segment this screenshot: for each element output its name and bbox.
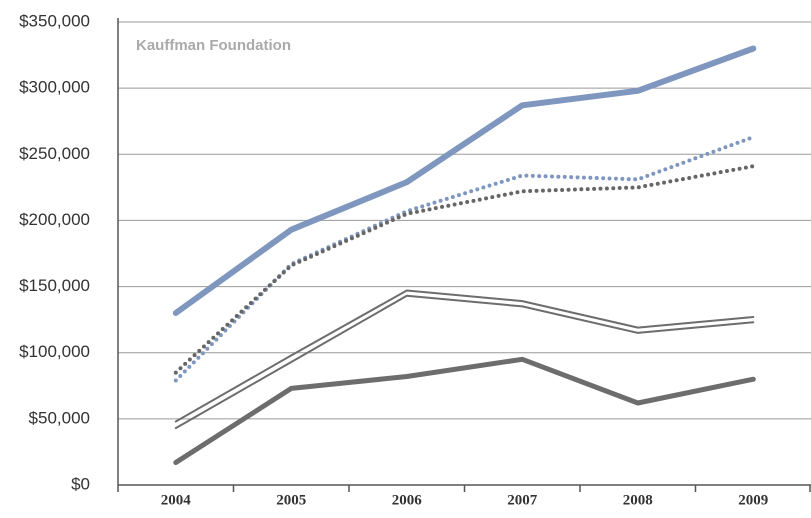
y-tick-label: $250,000 <box>19 144 90 163</box>
y-tick-label: $200,000 <box>19 210 90 229</box>
annotation: Kauffman Foundation <box>136 37 291 54</box>
series-line <box>172 45 757 316</box>
plot: $0 $50,000 $100,000 $150,000 $200,000 $250,00… <box>19 11 811 508</box>
x-tick-label: 2005 <box>276 492 306 508</box>
series-line <box>173 164 756 375</box>
x-tick-label: 2007 <box>507 492 538 508</box>
series-line <box>173 356 756 465</box>
series-line <box>174 289 755 423</box>
x-tick-label: 2004 <box>161 492 192 508</box>
series-line <box>173 135 756 383</box>
y-tick-label: $350,000 <box>19 11 90 30</box>
y-tick-label: $150,000 <box>19 276 90 295</box>
y-tick-label: $100,000 <box>19 342 90 361</box>
y-tick-label: $50,000 <box>29 408 90 427</box>
x-tick-label: 2009 <box>738 492 768 508</box>
x-tick-label: 2008 <box>623 492 653 508</box>
y-tick-label: $300,000 <box>19 78 90 97</box>
y-tick-label: $0 <box>71 474 90 493</box>
x-tick-label: 2006 <box>392 492 423 508</box>
series-line <box>174 294 755 430</box>
